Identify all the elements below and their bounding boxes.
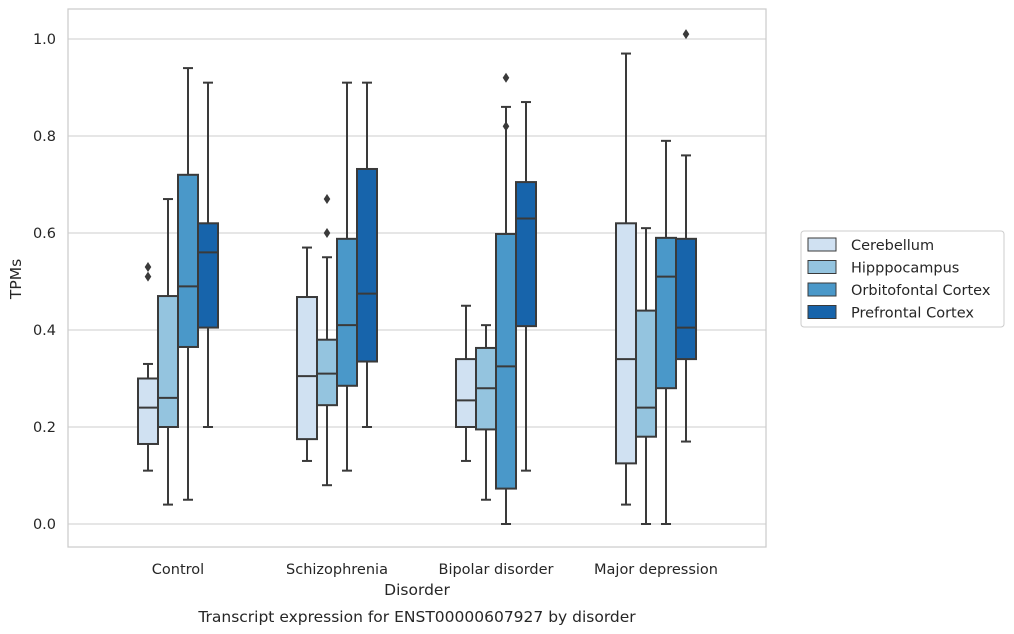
box — [655, 236, 677, 390]
outlier-point — [144, 271, 152, 282]
legend: Cerebellum Hipppocampus Orbitofontal Corte… — [800, 230, 1005, 328]
y-tick-label: 0.8 — [33, 129, 56, 145]
x-tick-label: Control — [152, 562, 204, 578]
outlier-point — [323, 228, 331, 238]
box — [495, 232, 517, 490]
y-tick-label: 0.6 — [33, 226, 56, 242]
legend-label: Cerebellum — [851, 238, 934, 254]
y-tick-label: 0.2 — [33, 420, 56, 436]
box — [615, 222, 637, 465]
legend-label: Orbitofontal Cortex — [851, 283, 991, 299]
box — [635, 309, 657, 438]
y-axis-label: TPMs — [7, 259, 25, 300]
legend-label: Hipppocampus — [851, 261, 959, 277]
box — [336, 237, 358, 387]
outlier-point — [682, 29, 690, 40]
x-axis-ticks: Control Schizophrenia Bipolar disorder Majo… — [152, 562, 718, 578]
box — [356, 167, 378, 363]
x-tick-label: Bipolar disorder — [439, 562, 554, 578]
box — [296, 296, 318, 441]
x-tick-label: Schizophrenia — [286, 562, 388, 578]
series-cerebellum — [137, 52, 637, 506]
box — [515, 181, 537, 328]
figure-caption: Transcript expression for ENST0000060792… — [197, 608, 636, 626]
box-plot-series — [137, 29, 697, 525]
legend-frame — [800, 230, 1005, 328]
plot-frame — [67, 8, 767, 548]
series-prefrontal-cortex — [197, 29, 697, 472]
y-tick-label: 0.0 — [33, 517, 56, 533]
legend-swatch — [807, 260, 837, 274]
box — [675, 237, 697, 361]
legend-swatch — [807, 305, 837, 319]
outlier-point — [323, 194, 331, 205]
box — [157, 295, 179, 428]
box — [316, 338, 338, 407]
y-tick-label: 0.4 — [33, 323, 56, 339]
outlier-point — [502, 121, 510, 132]
y-axis-ticks: 0.0 0.2 0.4 0.6 0.8 1.0 — [33, 32, 56, 533]
legend-label: Prefrontal Cortex — [851, 306, 974, 322]
legend-swatch — [807, 237, 837, 252]
box — [455, 358, 477, 429]
outlier-point — [502, 72, 510, 83]
series-hipppocampus — [157, 194, 657, 525]
outlier-point — [144, 261, 152, 272]
box — [177, 173, 199, 348]
box — [197, 222, 219, 329]
x-tick-label: Major depression — [594, 562, 718, 578]
y-tick-label: 1.0 — [33, 32, 56, 48]
box — [137, 377, 159, 445]
legend-swatch — [807, 282, 837, 297]
x-axis-label: Disorder — [384, 581, 450, 599]
series-orbitofontal-cortex — [177, 67, 677, 525]
